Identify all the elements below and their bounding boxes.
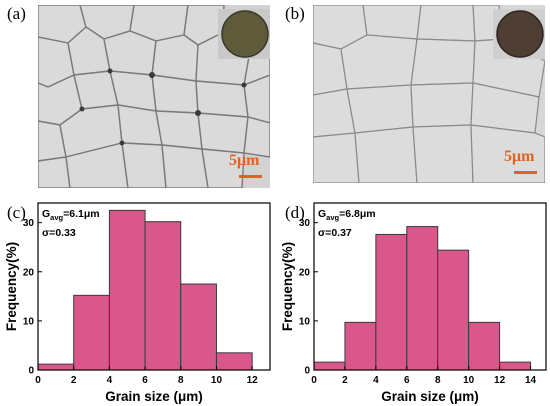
- histogram-bar: [37, 363, 75, 371]
- histogram-bar: [144, 221, 182, 371]
- sem-image-b: 5μm: [313, 5, 545, 183]
- x-tick-label: 4: [373, 375, 379, 386]
- histogram-bar: [406, 226, 439, 371]
- stat-gavg: Gavg=6.1μm: [42, 208, 100, 222]
- histogram-bar: [344, 321, 377, 371]
- histogram-bar: [73, 294, 110, 371]
- x-tick-label: 0: [35, 375, 41, 386]
- x-tick-label: 10: [211, 375, 223, 386]
- stat-gavg-sub: avg: [326, 213, 339, 222]
- plot-frame: [313, 202, 547, 371]
- panel-label-d: (d): [285, 203, 305, 222]
- histogram-bar: [180, 283, 217, 371]
- scale-bar-label-b: 5μm: [504, 148, 535, 165]
- x-tick-label: 10: [463, 375, 475, 386]
- panel-label-c: (c): [7, 203, 26, 222]
- y-tick-label: 30: [299, 218, 311, 229]
- histogram-bar: [499, 361, 532, 371]
- sem-image-a: 5μm: [38, 5, 270, 188]
- x-axis-title: Grain size (μm): [105, 389, 203, 404]
- histogram-bar: [215, 352, 253, 371]
- sample-pellet-b: [496, 10, 544, 58]
- x-tick-label: 6: [142, 375, 148, 386]
- histogram-bar: [108, 209, 146, 371]
- scale-bar-a: [239, 175, 262, 178]
- scale-bar-b: [514, 171, 537, 174]
- y-tick-label: 0: [28, 366, 34, 377]
- sample-pellet-a: [221, 10, 269, 58]
- x-axis-title: Grain size (μm): [381, 389, 479, 404]
- y-tick-label: 20: [23, 267, 35, 278]
- x-tick-label: 0: [311, 375, 317, 386]
- stat-gavg-value: =6.1μm: [63, 208, 100, 220]
- y-tick-label: 10: [299, 316, 311, 327]
- histogram-d-svg: 0 2 4 6 8 10 12 14 0 10 20 30 Grain size (μm) Frequen…: [280, 202, 547, 404]
- x-tick-label: 2: [342, 375, 348, 386]
- y-tick-label: 20: [299, 267, 311, 278]
- plot-frame: [37, 202, 271, 371]
- histogram-bar: [313, 361, 346, 371]
- stat-gavg-value: =6.8μm: [339, 208, 376, 220]
- scale-bar-label-a: 5μm: [229, 152, 260, 169]
- stat-gavg-sub: avg: [50, 213, 63, 222]
- x-tick-label: 8: [178, 375, 184, 386]
- x-tick-label: 12: [494, 375, 506, 386]
- histogram-bar: [437, 249, 470, 371]
- y-axis-title: Frequency(%): [4, 242, 19, 331]
- y-axis-title: Frequency(%): [280, 242, 295, 331]
- stat-sigma: σ=0.37: [318, 227, 352, 239]
- x-tick-label: 6: [404, 375, 410, 386]
- y-tick-label: 10: [23, 316, 35, 327]
- x-tick-label: 8: [435, 375, 441, 386]
- panel-label-a: (a): [7, 4, 26, 23]
- stat-gavg-prefix: G: [318, 208, 326, 220]
- histogram-bar: [468, 321, 501, 371]
- sem-grain-texture-b: [313, 5, 545, 183]
- histogram-d: 0 2 4 6 8 10 12 14 0 10 20 30 Grain size (μm) Frequen…: [276, 200, 550, 406]
- stat-gavg: Gavg=6.8μm: [318, 208, 376, 222]
- x-tick-label: 4: [107, 375, 113, 386]
- histogram-bar: [375, 233, 408, 371]
- panel-label-b: (b): [285, 4, 305, 23]
- y-tick-label: 30: [23, 218, 35, 229]
- x-tick-label: 12: [247, 375, 259, 386]
- histogram-c-svg: 0 2 4 6 8 10 12 0 10 20 30 Grain size (μm) Frequency…: [4, 202, 271, 404]
- sem-grain-texture-a: [38, 5, 270, 188]
- x-tick-label: 14: [525, 375, 537, 386]
- x-tick-label: 2: [71, 375, 77, 386]
- histogram-c: 0 2 4 6 8 10 12 0 10 20 30 Grain size (μm) Frequency…: [0, 200, 272, 406]
- stat-sigma: σ=0.33: [42, 227, 76, 239]
- y-tick-label: 0: [304, 366, 310, 377]
- stat-gavg-prefix: G: [42, 208, 50, 220]
